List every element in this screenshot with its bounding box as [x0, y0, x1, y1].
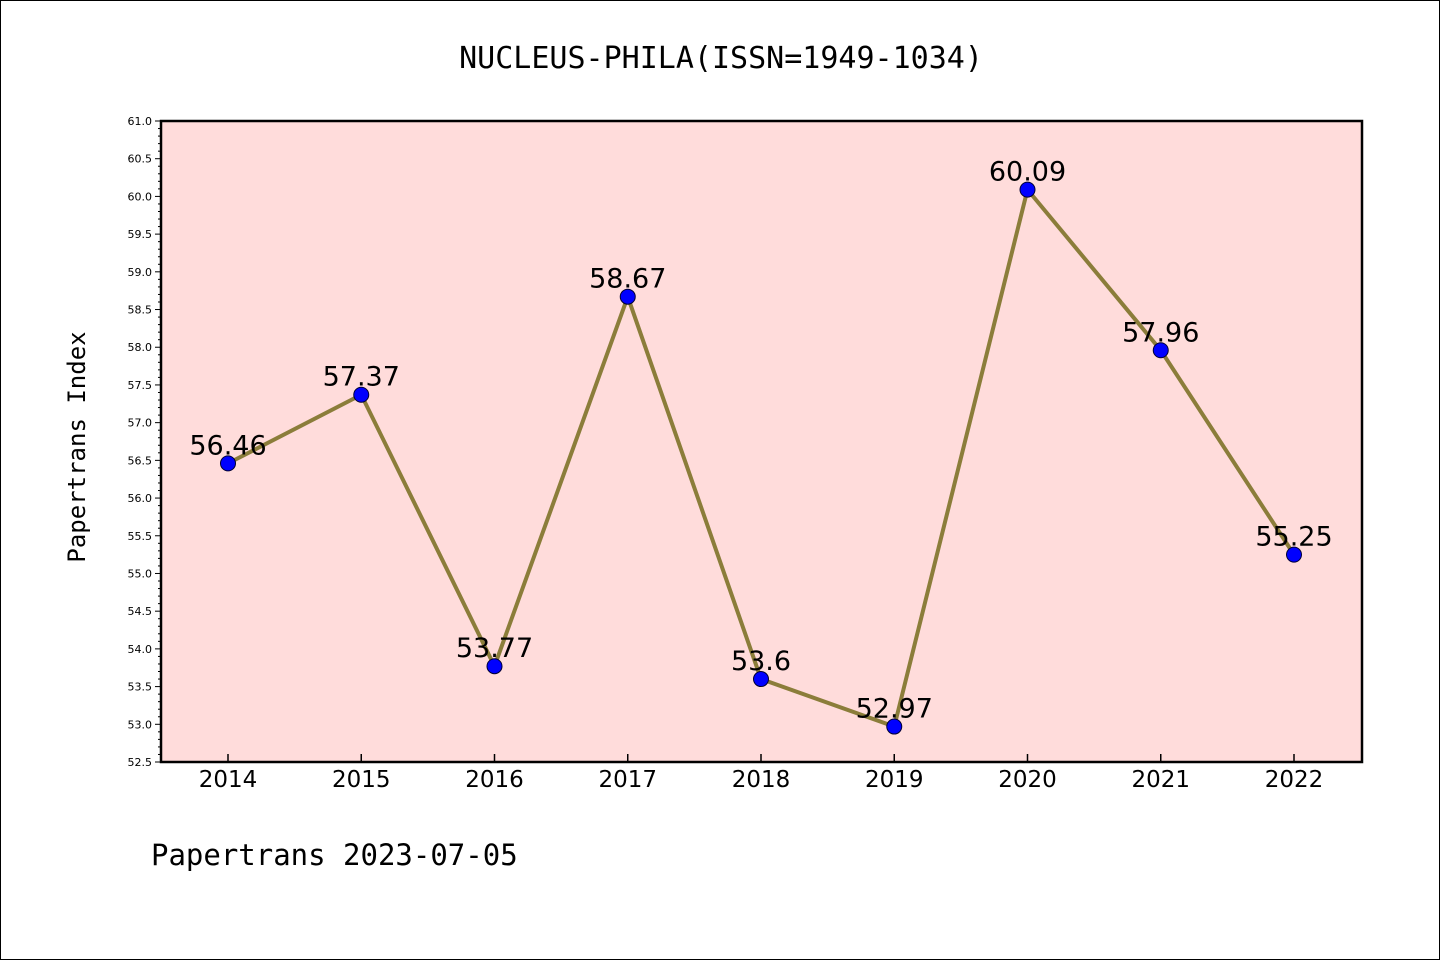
data-label: 52.97: [856, 694, 933, 725]
y-tick-label: 58.0: [128, 341, 153, 354]
data-points: [220, 181, 1302, 735]
data-label: 57.96: [1122, 317, 1199, 348]
y-tick-label: 53.5: [128, 681, 153, 694]
y-tick-label: 55.0: [128, 567, 153, 580]
data-label: 60.09: [989, 157, 1066, 188]
x-tick-label: 2017: [598, 767, 657, 793]
data-label: 58.67: [589, 264, 666, 295]
data-label: 53.6: [731, 646, 791, 677]
y-tick-label: 58.5: [128, 304, 153, 317]
x-tick-label: 2019: [865, 767, 924, 793]
plot-area: [161, 121, 1362, 762]
y-tick-label: 60.5: [128, 153, 153, 166]
data-label: 56.46: [189, 430, 266, 461]
y-tick-label: 61.0: [128, 115, 153, 128]
y-tick-label: 54.0: [128, 643, 153, 656]
y-tick-label: 53.0: [128, 718, 153, 731]
x-tick-label: 2015: [332, 767, 391, 793]
x-tick-label: 2018: [732, 767, 791, 793]
x-tick-label: 2022: [1265, 767, 1324, 793]
data-point: [1152, 342, 1169, 359]
y-tick-label: 57.5: [128, 379, 153, 392]
data-label: 55.25: [1255, 522, 1332, 553]
data-point: [753, 671, 769, 688]
data-labels: 56.46 57.37 53.77 58.67 53.6 52.97 60.09 57.96 5…: [189, 157, 1332, 725]
data-point: [220, 455, 236, 472]
x-tick-label: 2020: [998, 767, 1057, 793]
y-tick-label: 56.0: [128, 492, 153, 505]
y-tick-label: 52.5: [128, 756, 153, 769]
y-axis-label: Papertrans Index: [63, 331, 91, 562]
data-label: 57.37: [323, 362, 400, 393]
y-tick-label: 57.0: [128, 417, 153, 430]
x-tick-label: 2021: [1131, 767, 1190, 793]
x-axis: 2014 2015 2016 2017 2018 2019 2020 2021 2022: [199, 754, 1324, 793]
data-point: [1019, 181, 1036, 198]
y-tick-label: 55.5: [128, 530, 153, 543]
footer-text: Papertrans 2023-07-05: [151, 838, 518, 872]
y-tick-label: 56.5: [128, 454, 153, 467]
data-point: [486, 658, 503, 675]
chart-title: NUCLEUS-PHILA(ISSN=1949-1034): [459, 41, 983, 76]
x-tick-label: 2014: [199, 767, 258, 793]
data-point: [886, 718, 903, 735]
y-tick-label: 60.0: [128, 190, 153, 203]
y-axis: 52.5 53.0 53.5 54.0 54.5 55.0 55.5 56.0 56.5 57.0…: [128, 115, 161, 769]
y-tick-label: 59.0: [128, 266, 153, 279]
data-point: [353, 386, 370, 403]
plot-border: [159, 119, 1364, 764]
y-tick-label: 59.5: [128, 228, 153, 241]
data-point: [1286, 546, 1302, 563]
x-tick-label: 2016: [465, 767, 524, 793]
data-point: [619, 288, 636, 305]
y-tick-label: 54.5: [128, 605, 153, 618]
data-label: 53.77: [456, 633, 533, 664]
